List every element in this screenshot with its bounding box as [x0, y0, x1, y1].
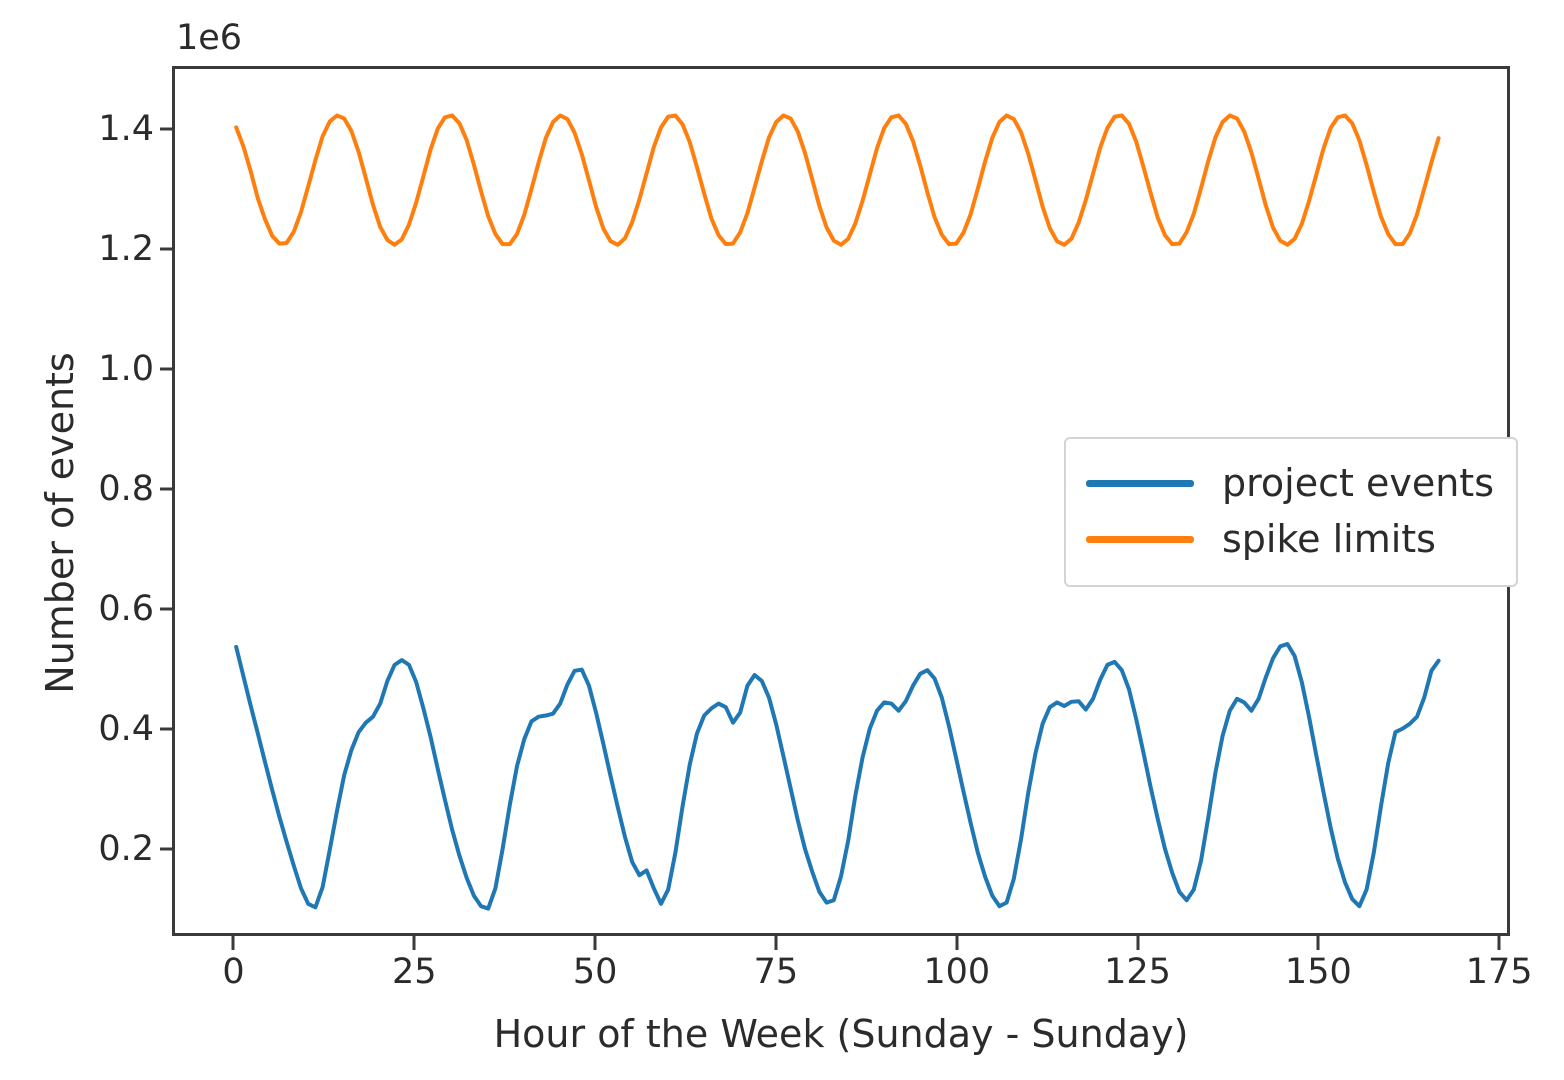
x-axis-tick-mark: [412, 936, 416, 950]
y-axis-tick-label: 1.2: [98, 229, 154, 269]
legend-item-project-events[interactable]: project events: [1086, 455, 1494, 511]
x-axis-tick-label: 125: [1104, 952, 1171, 992]
y-axis-tick-label: 0.4: [98, 709, 154, 749]
y-axis-label: Number of events: [38, 352, 82, 694]
x-axis-tick-mark: [955, 936, 959, 950]
legend-swatch-spike-limits: [1086, 535, 1194, 543]
y-axis-tick-label: 1.0: [98, 349, 154, 389]
y-axis-offset-label: 1e6: [176, 18, 243, 58]
x-axis-tick-mark: [774, 936, 778, 950]
y-axis-tick-mark: [160, 127, 174, 131]
x-axis-label: Hour of the Week (Sunday - Sunday): [493, 1012, 1189, 1056]
x-axis-tick-label: 75: [753, 952, 799, 992]
x-axis-tick-mark: [1136, 936, 1140, 950]
x-axis-tick-label: 50: [572, 952, 618, 992]
y-axis-tick-mark: [160, 607, 174, 611]
series-line-spike-limits: [236, 115, 1438, 244]
x-axis-tick-mark: [1497, 936, 1501, 950]
chart-legend: project events spike limits: [1064, 437, 1518, 587]
x-axis-tick-mark: [593, 936, 597, 950]
y-axis-tick-mark: [160, 247, 174, 251]
y-axis-tick-label: 0.2: [98, 829, 154, 869]
x-axis-tick-label: 0: [222, 952, 245, 992]
y-axis-tick-label: 1.4: [98, 109, 154, 149]
y-axis-tick-mark: [160, 847, 174, 851]
chart-lines: [175, 69, 1507, 933]
y-axis-tick-mark: [160, 727, 174, 731]
y-axis-tick-mark: [160, 367, 174, 371]
legend-label-project-events: project events: [1222, 461, 1494, 505]
x-axis-tick-label: 100: [923, 952, 991, 992]
x-axis-tick-label: 150: [1284, 952, 1352, 992]
legend-label-spike-limits: spike limits: [1222, 517, 1436, 561]
y-axis-tick-mark: [160, 487, 174, 491]
y-axis-tick-label: 0.8: [98, 469, 154, 509]
series-line-project-events: [236, 644, 1438, 909]
x-axis-tick-label: 175: [1465, 952, 1533, 992]
x-axis-tick-label: 25: [392, 952, 437, 992]
y-axis-tick-label: 0.6: [98, 589, 154, 629]
x-axis-tick-mark: [231, 936, 235, 950]
legend-swatch-project-events: [1086, 479, 1194, 487]
legend-item-spike-limits[interactable]: spike limits: [1086, 511, 1494, 567]
x-axis-tick-mark: [1316, 936, 1320, 950]
